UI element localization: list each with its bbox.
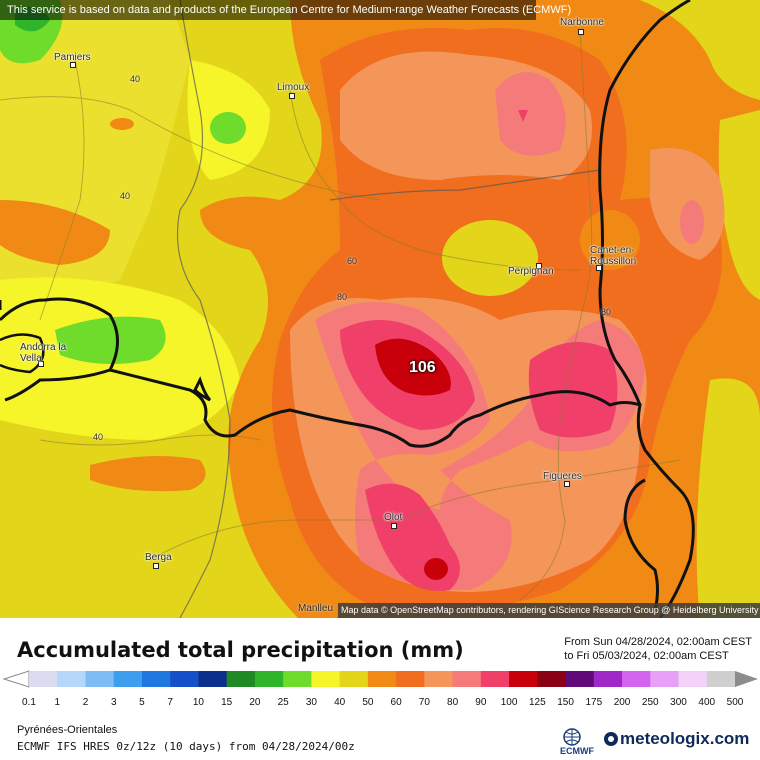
precipitation-map: This service is based on data and produc…: [0, 0, 760, 618]
legend-tick-label: 40: [334, 697, 346, 708]
legend-swatch: [198, 671, 228, 687]
meteologix-brand: meteologix.com: [620, 729, 750, 748]
legend-swatch: [622, 671, 651, 687]
city-marker-berga: [153, 563, 159, 569]
legend-tick-label: 50: [362, 697, 374, 708]
date-range: From Sun 04/28/2024, 02:00am CEST to Fri…: [564, 635, 752, 663]
city-marker-canet: [596, 265, 602, 271]
legend-tick-label: 0.1: [22, 697, 36, 708]
date-from: From Sun 04/28/2024, 02:00am CEST: [564, 636, 752, 648]
max-precipitation-label: 106: [409, 359, 436, 376]
legend-swatch: [283, 671, 312, 687]
legend-tick-label: 150: [557, 697, 574, 708]
legend-tick-label: 15: [221, 697, 233, 708]
city-label-figueres: Figueres: [543, 471, 582, 482]
legend-swatch: [396, 671, 425, 687]
contour-label: 40: [93, 432, 104, 442]
city-marker-pamiers: [70, 62, 76, 68]
legend-arrow-low: [2, 670, 30, 688]
legend-tick-label: 250: [641, 697, 659, 708]
city-label-narbonne: Narbonne: [560, 17, 604, 28]
legend-swatch: [367, 671, 397, 687]
legend-swatch: [509, 671, 538, 687]
contour-label: 80: [337, 292, 348, 302]
meteologix-logo[interactable]: meteologix.com: [604, 729, 749, 749]
legend-tick-label: 70: [418, 697, 430, 708]
ecmwf-logo-icon: [563, 728, 581, 746]
legend-swatch: [254, 671, 284, 687]
color-legend: [2, 670, 758, 688]
legend-tick-label: 2: [82, 697, 89, 708]
legend-swatch: [113, 671, 143, 687]
city-label-canet: Canet-en-Roussillon: [590, 245, 637, 267]
legend-tick-label: 100: [500, 697, 518, 708]
legend-swatch: [480, 671, 510, 687]
city-marker-olot: [391, 523, 397, 529]
city-label-perpignan: Perpignan: [508, 266, 554, 277]
city-marker-figueres: [564, 481, 570, 487]
city-marker-limoux: [289, 93, 295, 99]
map-attribution: Map data © OpenStreetMap contributors, r…: [338, 603, 760, 618]
model-info: ECMWF IFS HRES 0z/12z (10 days) from 04/…: [17, 740, 355, 753]
city-label-berga: Berga: [145, 552, 172, 563]
legend-swatch: [170, 671, 199, 687]
legend-tick-label: 90: [475, 697, 487, 708]
ecmwf-banner: This service is based on data and produc…: [0, 0, 571, 20]
legend-tick-label: 30: [305, 697, 317, 708]
legend-swatch: [678, 671, 708, 687]
legend-tick-label: 175: [585, 697, 603, 708]
city-label-limoux: Limoux: [277, 82, 310, 93]
legend-swatch: [311, 671, 341, 687]
contour-label: 60: [347, 256, 358, 266]
date-to: to Fri 05/03/2024, 02:00am CEST: [564, 650, 729, 662]
city-label-manlleu: Manlleu: [298, 603, 334, 614]
region-name: Pyrénées-Orientales: [17, 724, 118, 736]
legend-swatch: [226, 671, 256, 687]
legend-tick-label: 125: [528, 697, 546, 708]
legend-tick-label: 3: [110, 697, 117, 708]
contour-label: 80: [601, 307, 612, 317]
legend-tick-label: 300: [670, 697, 687, 708]
city-marker-andorra: [38, 361, 44, 367]
legend-swatch: [424, 671, 454, 687]
legend-swatch: [593, 671, 623, 687]
legend-swatch: [57, 671, 86, 687]
legend-swatch: [339, 671, 369, 687]
legend-swatch: [29, 671, 58, 687]
legend-swatch: [85, 671, 115, 687]
legend-tick-label: 400: [698, 697, 716, 708]
legend-tick-label: 80: [447, 697, 459, 708]
meteologix-icon: [604, 732, 618, 746]
city-marker-perpignan: [536, 263, 542, 269]
city-marker-narbonne: [578, 29, 584, 35]
legend-tick-label: 25: [277, 697, 289, 708]
legend-tick-label: 60: [390, 697, 402, 708]
legend-tick-label: 7: [167, 697, 173, 708]
legend-tick-label: 1: [54, 697, 61, 708]
legend-tick-label: 20: [249, 697, 261, 708]
legend-tick-label: 200: [613, 697, 631, 708]
precipitation-field: [0, 0, 760, 618]
legend-tick-label: 5: [139, 697, 145, 708]
city-label-pamiers: Pamiers: [54, 52, 91, 63]
legend-tick-label: 10: [192, 697, 204, 708]
ecmwf-logo-text: ECMWF: [560, 746, 594, 756]
legend-swatch: [650, 671, 680, 687]
contour-label: 40: [130, 74, 141, 84]
legend-ticks: 0.1 1 2 3 5 7 10 15 20 25 30 40 50 60 70 80 90 100 125 150 1…: [0, 697, 760, 711]
city-label-olot: Olot: [384, 512, 403, 523]
legend-swatch: [565, 671, 595, 687]
legend-swatch: [706, 671, 736, 687]
legend-swatch: [141, 671, 171, 687]
legend-arrow-high: [735, 671, 758, 687]
legend-swatch: [537, 671, 567, 687]
legend-swatch: [452, 671, 482, 687]
city-label-andorra: Andorra la Vella: [20, 342, 67, 364]
chart-title: Accumulated total precipitation (mm): [17, 638, 464, 662]
contour-label: 40: [120, 191, 131, 201]
legend-tick-label: 500: [726, 697, 744, 708]
